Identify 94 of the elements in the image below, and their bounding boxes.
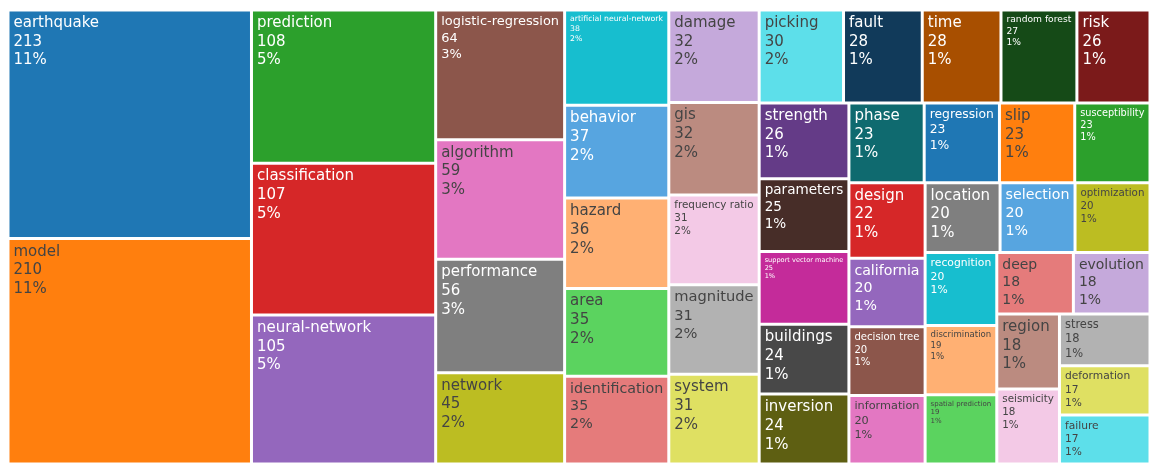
data-label: 35 2%	[570, 310, 594, 347]
data-label: 20 1%	[1005, 203, 1029, 238]
category-label: phase	[854, 105, 900, 124]
category-label: location	[930, 185, 991, 204]
category-label: identification	[570, 379, 664, 396]
category-label: random forest	[1006, 13, 1072, 25]
data-label: 23 1%	[929, 122, 950, 152]
data-label: 23 1%	[1080, 119, 1096, 143]
category-label: damage	[674, 12, 736, 31]
category-label: california	[854, 261, 920, 278]
category-label: area	[570, 291, 604, 310]
category-label: inversion	[764, 397, 834, 416]
category-label: picking	[764, 12, 819, 31]
category-label: seismicity	[1002, 392, 1054, 405]
data-label: 105 5%	[256, 336, 286, 374]
data-label: 23 1%	[854, 124, 879, 162]
data-label: 20 1%	[854, 413, 873, 441]
category-label: susceptibility	[1080, 106, 1145, 118]
category-label: strength	[764, 105, 828, 124]
data-label: 17 1%	[1064, 431, 1082, 459]
data-label: 45 2%	[441, 394, 465, 432]
category-label: slip	[1004, 105, 1031, 124]
category-label: selection	[1005, 186, 1070, 203]
category-label: design	[854, 185, 905, 204]
category-label: information	[854, 399, 920, 413]
category-label: performance	[441, 262, 538, 281]
data-label: 20 1%	[930, 269, 948, 297]
data-label: 20 1%	[930, 204, 955, 242]
data-label: 31 2%	[674, 305, 698, 342]
data-label: 56 3%	[441, 280, 465, 318]
category-label: risk	[1082, 12, 1110, 31]
category-label: deep	[1002, 255, 1038, 272]
category-label: stress	[1064, 317, 1099, 332]
data-label: 213 11%	[13, 31, 47, 69]
category-label: buildings	[764, 327, 833, 346]
data-label: 20 1%	[1080, 198, 1098, 224]
data-label: 28 1%	[927, 31, 952, 69]
data-label: 24 1%	[764, 345, 789, 383]
category-label: classification	[256, 166, 355, 185]
data-label: 17 1%	[1064, 382, 1082, 410]
data-label: 25 1%	[764, 198, 787, 232]
data-label: 18 1%	[1002, 405, 1019, 431]
data-label: 31 2%	[674, 396, 699, 433]
data-label: 18 1%	[1078, 273, 1102, 307]
data-label: 20 1%	[854, 279, 877, 313]
category-label: network	[441, 375, 503, 394]
data-label: 32 2%	[674, 31, 699, 69]
data-label: 19 1%	[930, 340, 945, 361]
data-label: 20 1%	[854, 343, 871, 368]
data-label: 37 2%	[570, 126, 594, 164]
data-label: 22 1%	[854, 204, 879, 242]
category-label: system	[674, 377, 729, 396]
category-label: regression	[929, 106, 994, 121]
category-label: discrimination	[930, 329, 992, 340]
data-label: 36 2%	[570, 219, 594, 257]
data-label: 30 2%	[764, 31, 789, 69]
category-label: fault	[849, 12, 884, 31]
category-label: deformation	[1064, 369, 1131, 383]
category-label: logistic-regression	[441, 13, 560, 29]
data-label: 26 1%	[1082, 31, 1107, 69]
data-label: 28 1%	[849, 31, 873, 69]
category-label: behavior	[570, 108, 637, 127]
category-label: region	[1002, 316, 1050, 335]
data-label: 64 3%	[441, 29, 462, 61]
category-label: neural-network	[256, 317, 372, 336]
category-label: model	[13, 241, 61, 260]
data-label: 27 1%	[1006, 24, 1022, 48]
data-label: 26 1%	[764, 124, 789, 162]
category-label: prediction	[256, 12, 333, 31]
data-label: 107 5%	[256, 184, 286, 222]
category-label: time	[927, 12, 962, 31]
data-label: 18 1%	[1002, 335, 1027, 373]
data-label: 108 5%	[256, 31, 286, 69]
data-label: 32 2%	[674, 124, 699, 161]
category-label: evolution	[1078, 255, 1144, 272]
category-label: parameters	[764, 181, 844, 198]
data-label: 18 1%	[1064, 331, 1084, 360]
category-label: magnitude	[674, 287, 754, 305]
data-label: 23 1%	[1004, 124, 1029, 162]
data-label: 59 3%	[441, 161, 465, 199]
category-label: hazard	[570, 201, 622, 220]
data-label: 24 1%	[764, 415, 789, 453]
category-label: earthquake	[13, 12, 100, 31]
category-label: optimization	[1080, 186, 1145, 199]
data-label: 18 1%	[1002, 273, 1025, 307]
category-label: decision tree	[854, 331, 920, 342]
data-label: 35 2%	[570, 397, 593, 432]
data-label: 210 11%	[13, 260, 47, 297]
category-label: algorithm	[441, 142, 514, 161]
data-label: 31 2%	[674, 211, 691, 237]
category-label: frequency ratio	[674, 198, 754, 211]
category-label: gis	[674, 105, 696, 124]
category-label: failure	[1064, 418, 1099, 432]
category-label: recognition	[930, 256, 992, 270]
